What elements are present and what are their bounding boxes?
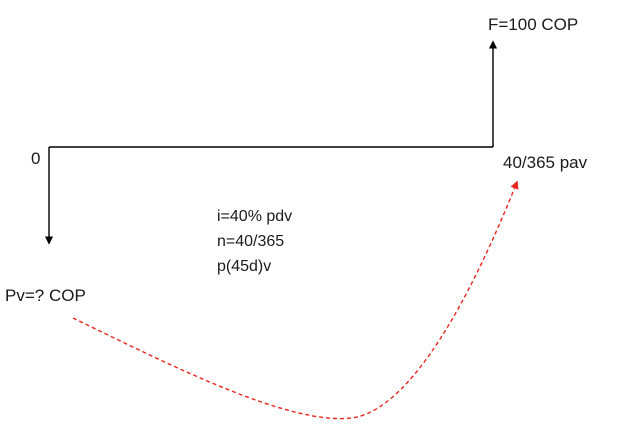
rate-label: i=40% pdv xyxy=(217,208,292,225)
future-value-label: F=100 COP xyxy=(488,15,578,34)
end-period-label: 40/365 pav xyxy=(503,153,588,172)
present-value-label: Pv=? COP xyxy=(5,286,86,305)
note-label: p(45d)v xyxy=(217,258,271,275)
discount-curve-arrow xyxy=(72,180,519,420)
origin-label: 0 xyxy=(31,149,40,168)
periods-label: n=40/365 xyxy=(217,233,284,250)
